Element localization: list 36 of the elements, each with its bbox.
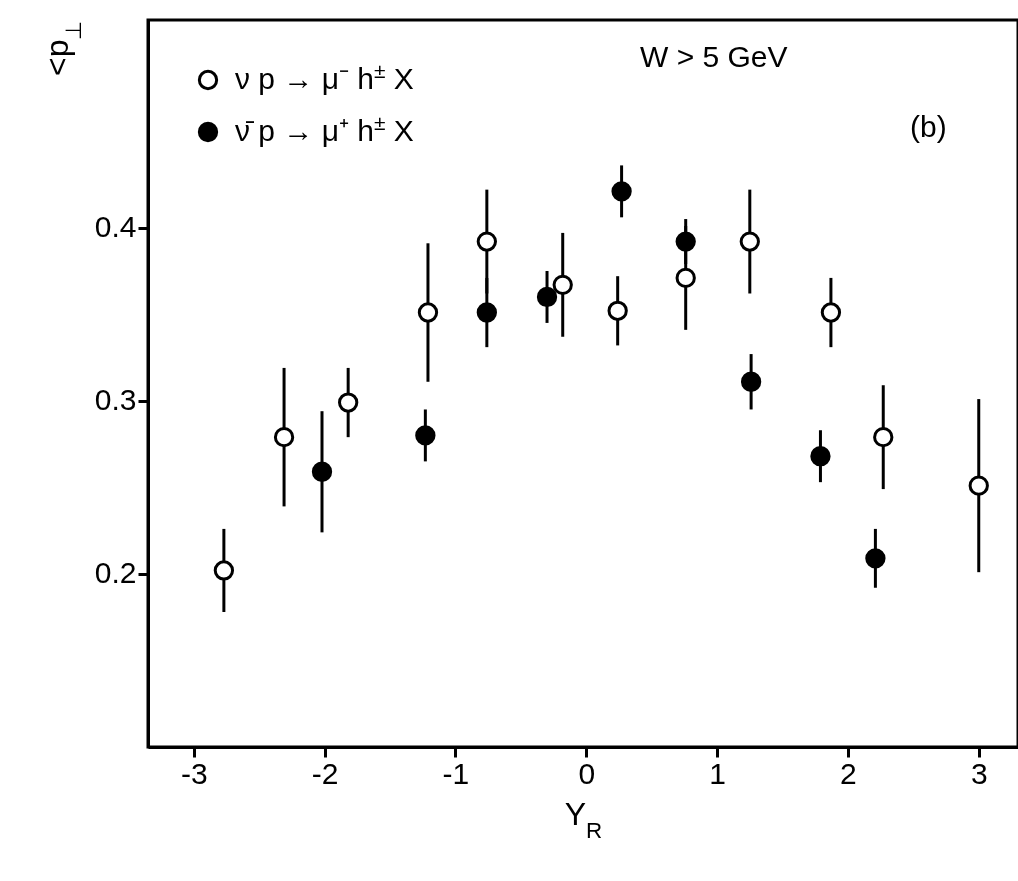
point [865,548,886,569]
annotation: (b) [910,110,947,143]
point [968,475,989,496]
point [476,231,497,252]
point [675,267,696,289]
legend-label: ν p → μ⁻ h$^{±}$ X [235,58,414,95]
point [311,461,333,482]
point [675,231,696,252]
point [873,427,894,448]
y-tick-label: 0.3 [94,383,137,417]
point [611,181,632,202]
point [273,427,295,448]
point [810,446,831,467]
point [552,274,573,295]
x-tick-label: -2 [311,756,339,790]
point [740,371,762,392]
x-tick-label: 0 [578,756,596,790]
point [338,392,359,413]
point [739,231,760,252]
x-axis-title: Y$_{R}$ [564,795,603,842]
point [820,302,842,323]
point [476,302,497,323]
point [417,302,439,323]
x-tick-label: -1 [442,756,470,790]
point [415,425,436,446]
point [536,286,558,308]
annotation: W > 5 GeV [640,40,788,73]
x-tick-label: -3 [180,756,208,790]
y-tick-label: 0.2 [94,556,137,590]
x-tick-label: 3 [970,756,988,790]
x-tick-label: 2 [840,756,857,790]
point [607,300,628,321]
point [213,560,235,581]
legend-label: ν̄ p → μ⁺ h$^{±}$ X [235,110,414,147]
y-tick-label: 0.4 [94,210,137,244]
x-tick-label: 1 [709,756,726,790]
